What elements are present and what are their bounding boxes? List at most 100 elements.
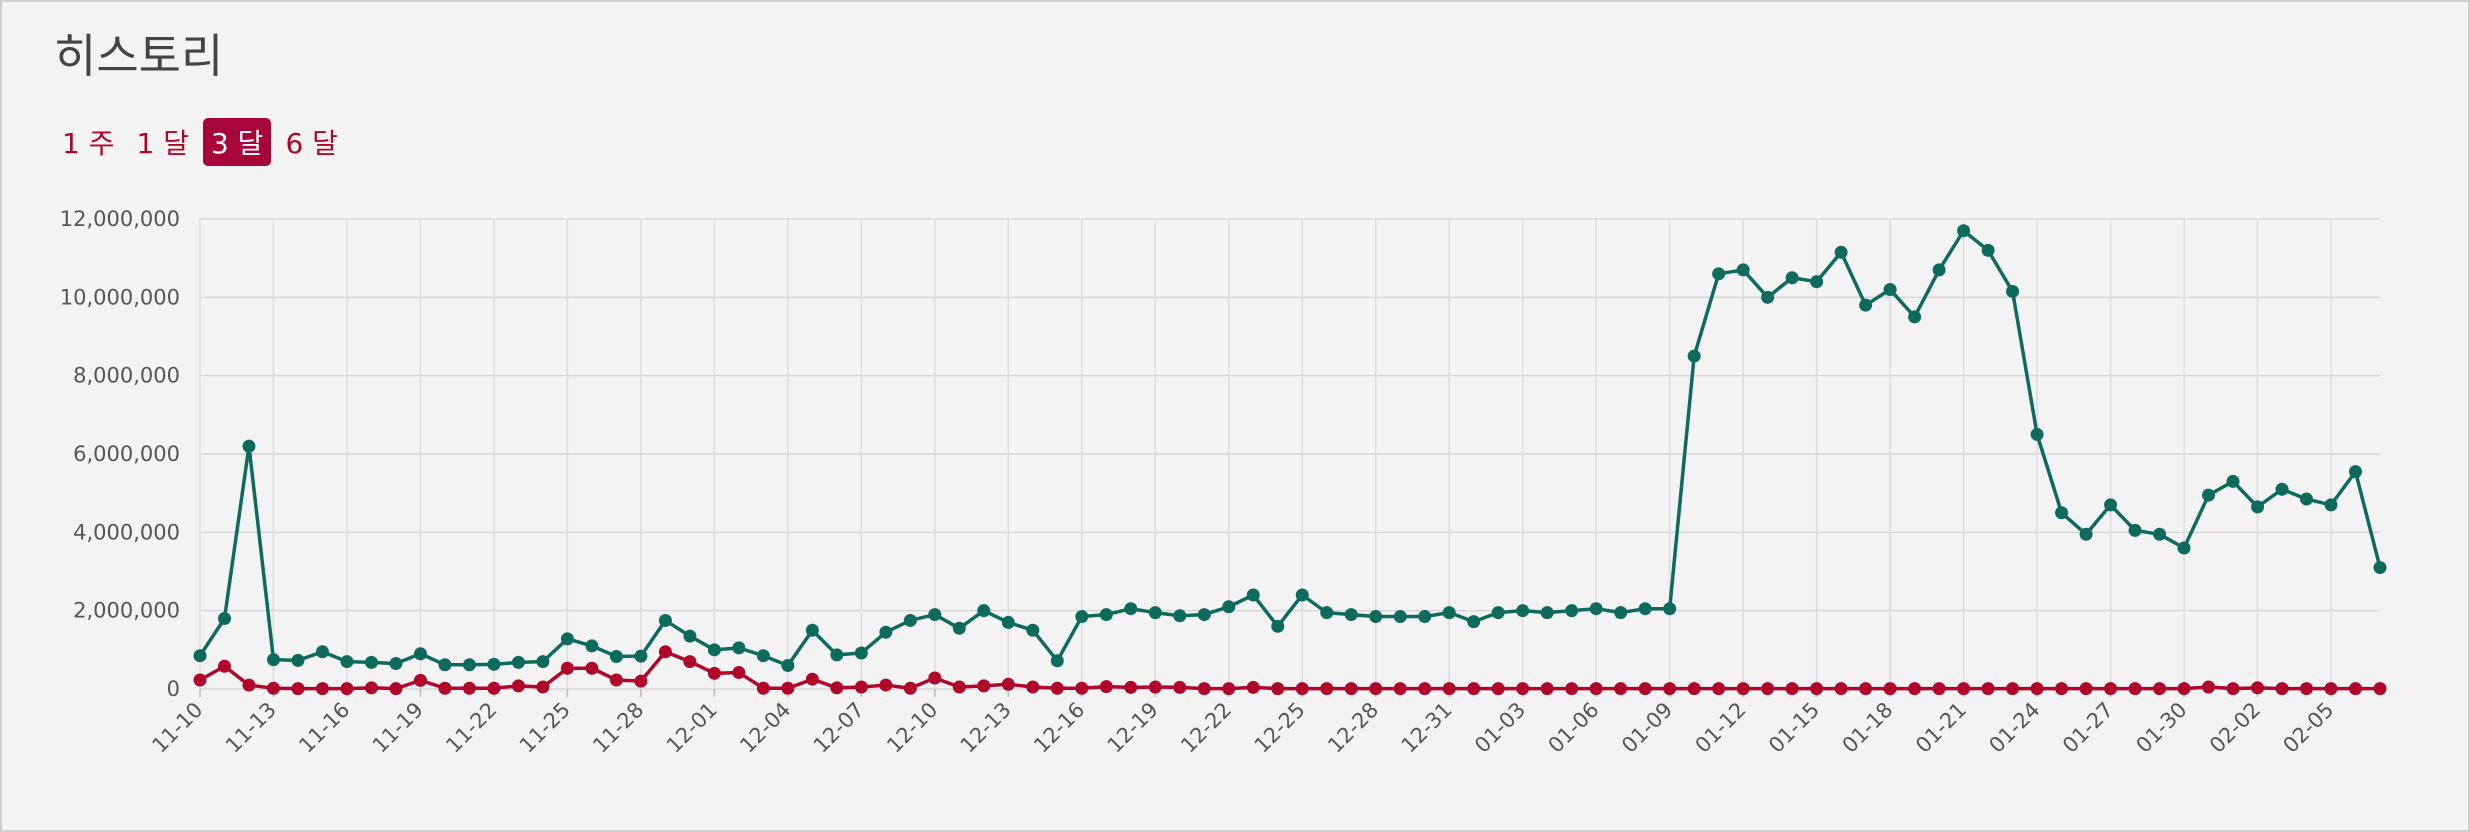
data-point (1540, 606, 1554, 620)
data-point (2202, 488, 2216, 502)
data-point (2104, 682, 2118, 696)
data-point (1785, 271, 1799, 285)
data-point (242, 678, 256, 692)
data-point (585, 661, 599, 675)
data-point (1246, 588, 1260, 602)
range-tab[interactable]: 1 주 (62, 127, 115, 160)
data-point (1173, 609, 1187, 623)
data-point (2030, 682, 2044, 696)
data-point (585, 639, 599, 653)
data-point (217, 659, 231, 673)
data-point (340, 655, 354, 669)
x-tick-label: 02-02 (2205, 698, 2265, 758)
data-point (732, 641, 746, 655)
data-point (1687, 349, 1701, 363)
data-point (1393, 610, 1407, 624)
data-point (1957, 224, 1971, 238)
data-point (634, 649, 648, 663)
data-point (1418, 610, 1432, 624)
data-point (952, 680, 966, 694)
data-point (193, 673, 207, 687)
data-point (658, 645, 672, 659)
data-point (1981, 243, 1995, 257)
data-point (1271, 619, 1285, 633)
data-point (756, 649, 770, 663)
data-point (1369, 682, 1383, 696)
data-point (1761, 682, 1775, 696)
data-point (1614, 682, 1628, 696)
x-tick-label: 01-15 (1764, 698, 1824, 758)
x-tick-label: 12-25 (1250, 698, 1310, 758)
x-tick-label: 01-06 (1544, 698, 1604, 758)
data-point (291, 682, 305, 696)
data-point (1148, 680, 1162, 694)
data-point (413, 673, 427, 687)
data-point (1565, 604, 1579, 618)
range-tabs: 1 주 1 달 3 달 6 달 (54, 118, 346, 166)
data-point (2300, 682, 2314, 696)
data-point (511, 679, 525, 693)
data-point (1197, 608, 1211, 622)
data-point (683, 629, 697, 643)
data-point (977, 604, 991, 618)
range-tab[interactable]: 6 달 (285, 127, 338, 160)
x-tick-label: 12-01 (662, 698, 722, 758)
data-point (364, 655, 378, 669)
data-point (2275, 482, 2289, 496)
series-line (199, 650, 2380, 691)
data-point (1810, 275, 1824, 289)
data-point (2251, 500, 2265, 514)
x-tick-label: 01-24 (1984, 698, 2044, 758)
data-point (683, 655, 697, 669)
data-point (1712, 267, 1726, 281)
data-point (2006, 682, 2020, 696)
x-tick-label: 01-30 (2131, 698, 2191, 758)
data-point (928, 608, 942, 622)
data-point (928, 671, 942, 685)
data-point (1222, 682, 1236, 696)
data-point (1467, 682, 1481, 696)
x-tick-label: 11-10 (147, 698, 207, 758)
data-point (438, 658, 452, 672)
range-tab[interactable]: 3 달 (202, 118, 272, 166)
x-tick-label: 12-28 (1323, 698, 1383, 758)
x-tick-label: 11-22 (441, 698, 501, 758)
range-tab[interactable]: 1 달 (136, 127, 189, 160)
data-point (1246, 680, 1260, 694)
y-tick-label: 12,000,000 (60, 207, 180, 231)
data-point (830, 648, 844, 662)
data-point (487, 681, 501, 695)
data-point (658, 613, 672, 627)
data-point (2275, 682, 2289, 696)
data-point (781, 681, 795, 695)
data-point (2251, 681, 2265, 695)
data-point (1736, 263, 1750, 277)
data-point (266, 681, 280, 695)
data-point (634, 674, 648, 688)
data-point (1638, 602, 1652, 616)
data-point (1124, 602, 1138, 616)
data-point (1124, 680, 1138, 694)
data-point (903, 681, 917, 695)
x-tick-label: 01-21 (1911, 698, 1971, 758)
data-point (1540, 682, 1554, 696)
data-point (1810, 682, 1824, 696)
data-point (2153, 527, 2167, 541)
data-point (1050, 681, 1064, 695)
data-point (2226, 474, 2240, 488)
data-point (1442, 682, 1456, 696)
data-point (879, 678, 893, 692)
data-point (1981, 682, 1995, 696)
y-tick-label: 6,000,000 (73, 442, 180, 466)
data-point (1344, 608, 1358, 622)
data-point (2055, 682, 2069, 696)
data-point (1736, 682, 1750, 696)
y-tick-label: 0 (167, 677, 180, 701)
data-point (2324, 498, 2338, 512)
x-tick-label: 01-12 (1691, 698, 1751, 758)
data-point (1957, 682, 1971, 696)
data-point (781, 659, 795, 672)
data-point (903, 613, 917, 627)
data-point (1932, 682, 1946, 696)
